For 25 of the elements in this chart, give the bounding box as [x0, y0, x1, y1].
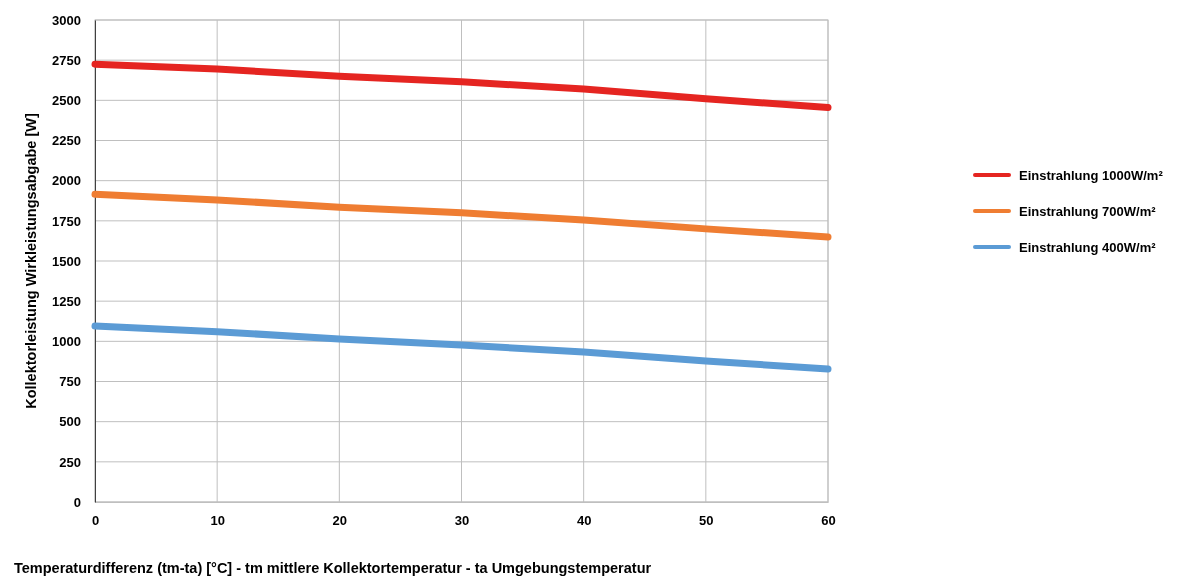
y-tick-label: 2250	[52, 133, 81, 149]
x-tick-label: 20	[332, 513, 348, 529]
legend-label: Einstrahlung 700W/m²	[1019, 203, 1157, 219]
x-tick-label: 40	[576, 513, 592, 529]
y-tick-label: 2500	[52, 92, 81, 108]
y-tick-label: 2000	[52, 173, 81, 189]
y-tick-label: 3000	[52, 12, 81, 28]
x-tick-label: 50	[699, 513, 714, 529]
y-tick-label: 0	[73, 494, 81, 510]
x-axis-title: Temperaturdifferenz (tm-ta) [°C] - tm mittlere Kollektortemperatur - ta Umgebungstemperatur	[14, 560, 652, 576]
y-tick-label: 1750	[52, 213, 81, 229]
y-tick-label: 1500	[52, 253, 81, 269]
legend-label: Einstrahlung 400W/m²	[1019, 239, 1157, 255]
x-tick-label: 60	[821, 513, 836, 529]
y-tick-label: 500	[59, 414, 81, 430]
x-tick-label: 10	[210, 513, 225, 529]
y-tick-label: 2750	[52, 52, 81, 68]
legend-label: Einstrahlung 1000W/m²	[1019, 167, 1164, 183]
x-tick-label: 0	[91, 513, 100, 529]
y-tick-label: 1000	[52, 333, 81, 349]
y-tick-label: 750	[59, 374, 81, 390]
y-tick-label: 250	[59, 454, 81, 470]
y-tick-label: 1250	[52, 293, 81, 309]
y-axis-title: Kollektorleistung Wirkleistungsabgabe [W]	[23, 113, 39, 409]
x-tick-label: 30	[454, 513, 470, 529]
